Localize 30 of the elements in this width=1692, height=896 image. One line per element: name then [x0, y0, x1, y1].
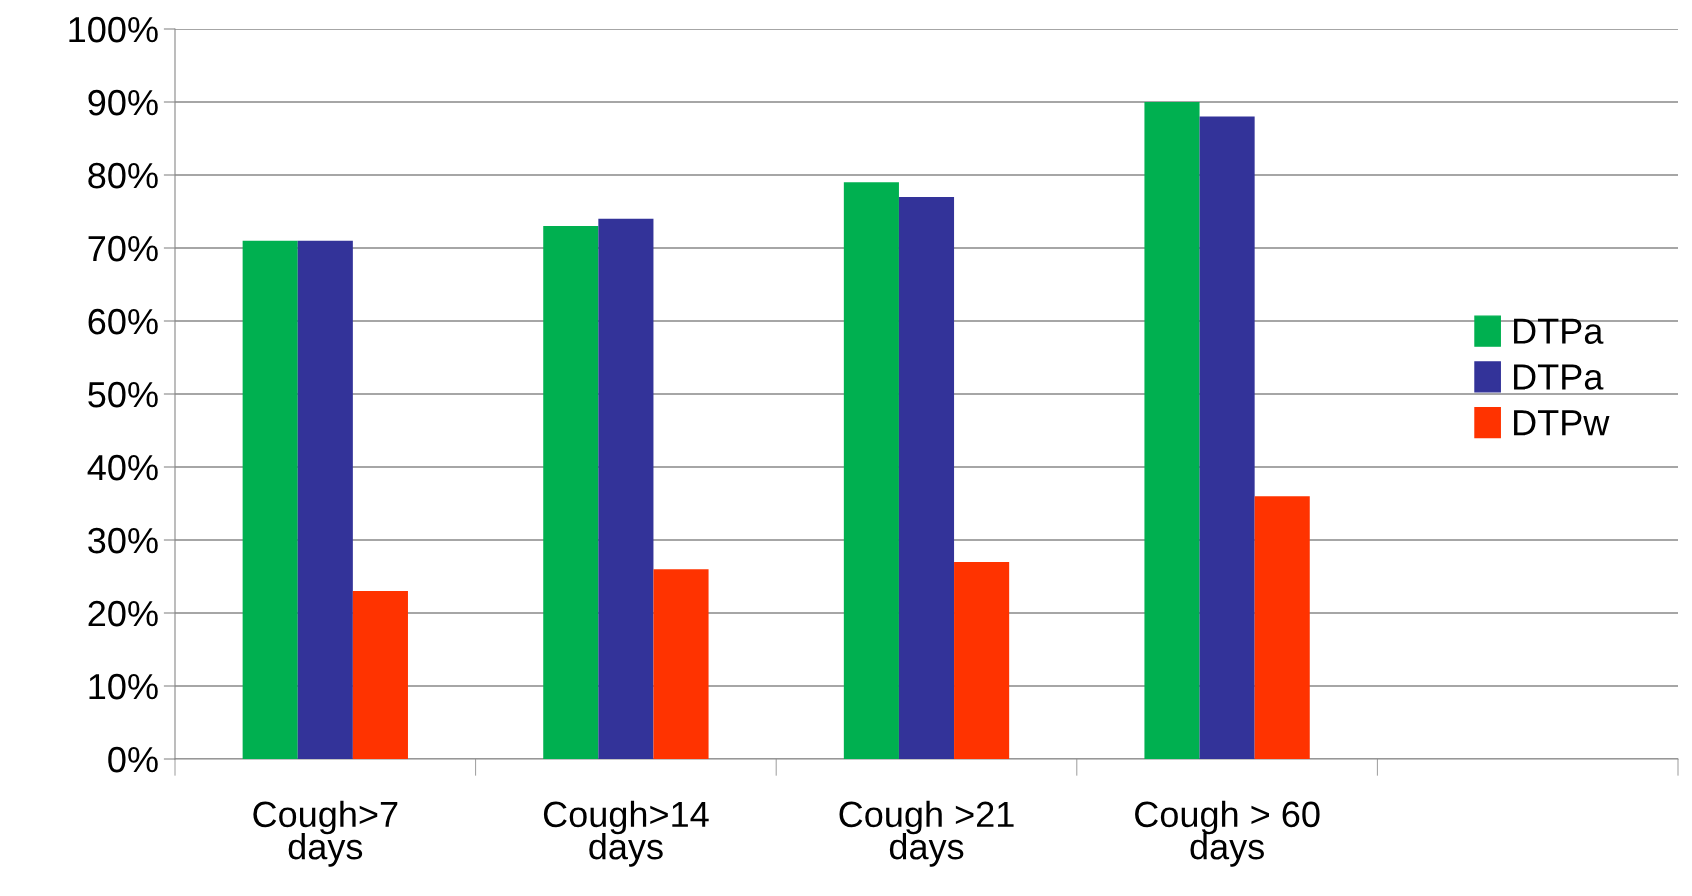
bar — [898, 196, 955, 759]
y-tick-label: 100% — [69, 16, 158, 43]
bar — [843, 182, 899, 759]
y-tick-label: 40% — [87, 454, 158, 481]
bar — [598, 218, 654, 759]
x-tick-label: Cough >21 days — [839, 800, 1014, 867]
bar — [543, 226, 599, 759]
y-tick-label: 80% — [88, 162, 158, 189]
y-tick-label: 70% — [88, 235, 158, 262]
y-tick-label: 20% — [88, 600, 158, 627]
y-tick-label: 0% — [108, 746, 158, 773]
legend-label: DTPw — [1514, 410, 1610, 436]
bar — [1144, 102, 1200, 759]
x-tick-label: Cough > 60 days — [1135, 800, 1320, 867]
legend-label: DTPa — [1514, 364, 1604, 390]
bar — [242, 240, 298, 759]
bar — [653, 569, 709, 759]
y-tick-label: 30% — [88, 527, 158, 554]
legend-label: DTPa — [1514, 318, 1604, 344]
x-tick-label: Cough>7 days — [253, 800, 398, 867]
x-tick-label: Cough>14 days — [543, 800, 709, 867]
bar — [297, 240, 353, 759]
y-tick-label: 10% — [89, 673, 158, 700]
y-tick-label: 90% — [88, 89, 158, 116]
bar — [1254, 496, 1310, 759]
y-tick-label: 60% — [88, 308, 158, 335]
bar — [1199, 116, 1255, 759]
bar — [352, 591, 408, 759]
y-tick-label: 50% — [88, 381, 158, 408]
bar — [954, 561, 1010, 759]
